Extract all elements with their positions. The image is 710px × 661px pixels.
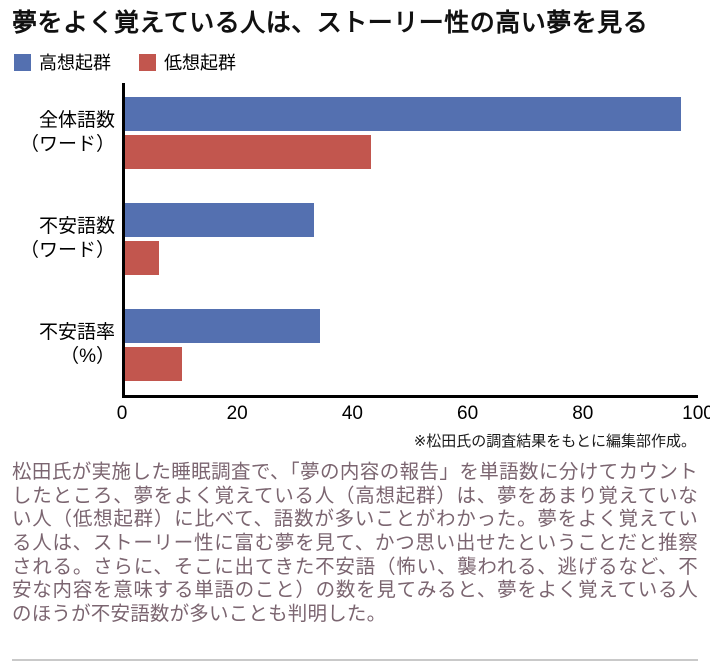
legend-label-low-recall: 低想起群 xyxy=(164,53,236,74)
bar-chart: 全体語数 （ワード） 不安語数 （ワード） 不安語率 （%） xyxy=(12,83,698,399)
category-labels: 全体語数 （ワード） 不安語数 （ワード） 不安語率 （%） xyxy=(12,83,122,398)
legend-label-high-recall: 高想起群 xyxy=(39,53,111,74)
bar-low-recall-anxiety-rate xyxy=(125,347,183,382)
category-label-line2: （%） xyxy=(60,346,115,368)
legend-item-high-recall: 高想起群 xyxy=(14,49,111,75)
bar-low-recall-total-words xyxy=(125,135,372,170)
bar-high-recall-anxiety-rate xyxy=(125,309,320,344)
category-label-line2: （ワード） xyxy=(19,240,115,262)
page-title: 夢をよく覚えている人は、ストーリー性の高い夢を見る xyxy=(12,9,649,37)
bar-group-total-words xyxy=(125,97,698,170)
x-axis: 0 20 40 60 80 100 xyxy=(117,398,710,428)
bottom-divider xyxy=(12,659,698,661)
bar-high-recall-anxiety-words xyxy=(125,203,315,238)
plot-area xyxy=(122,83,698,399)
x-tick-60: 60 xyxy=(457,403,479,425)
legend-item-low-recall: 低想起群 xyxy=(139,49,236,75)
x-tick-40: 40 xyxy=(341,403,363,425)
bar-low-recall-anxiety-words xyxy=(125,241,160,276)
bar-group-anxiety-words xyxy=(125,203,698,276)
category-label-line1: 全体語数 xyxy=(38,109,115,131)
category-label-anxiety-words: 不安語数 （ワード） xyxy=(12,203,122,275)
bar-high-recall-total-words xyxy=(125,97,681,132)
x-tick-100: 100 xyxy=(682,403,710,425)
legend-swatch-high-recall xyxy=(14,53,31,71)
category-label-line1: 不安語率 xyxy=(38,321,115,343)
category-label-line1: 不安語数 xyxy=(38,215,115,237)
source-note: ※松田氏の調査結果をもとに編集部作成。 xyxy=(413,433,696,451)
category-label-anxiety-rate: 不安語率 （%） xyxy=(12,309,122,381)
category-label-total-words: 全体語数 （ワード） xyxy=(12,97,122,169)
legend: 高想起群 低想起群 xyxy=(14,49,698,75)
x-tick-20: 20 xyxy=(226,403,248,425)
body-text: 松田氏が実施した睡眠調査で、「夢の内容の報告」を単語数に分けてカウントしたところ… xyxy=(12,461,698,625)
x-tick-80: 80 xyxy=(572,403,594,425)
x-tick-0: 0 xyxy=(116,403,128,425)
bar-group-anxiety-rate xyxy=(125,309,698,382)
legend-swatch-low-recall xyxy=(139,53,156,71)
category-label-line2: （ワード） xyxy=(19,134,115,156)
